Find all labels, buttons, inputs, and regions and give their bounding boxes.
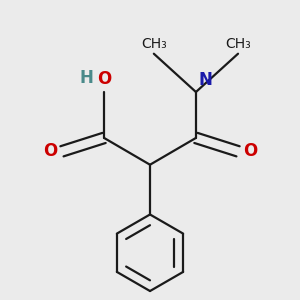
Text: O: O [243,142,257,160]
Text: CH₃: CH₃ [141,37,167,51]
Text: O: O [43,142,57,160]
Text: CH₃: CH₃ [225,37,251,51]
Text: O: O [97,70,111,88]
Text: N: N [198,71,212,89]
Text: H: H [80,69,94,87]
